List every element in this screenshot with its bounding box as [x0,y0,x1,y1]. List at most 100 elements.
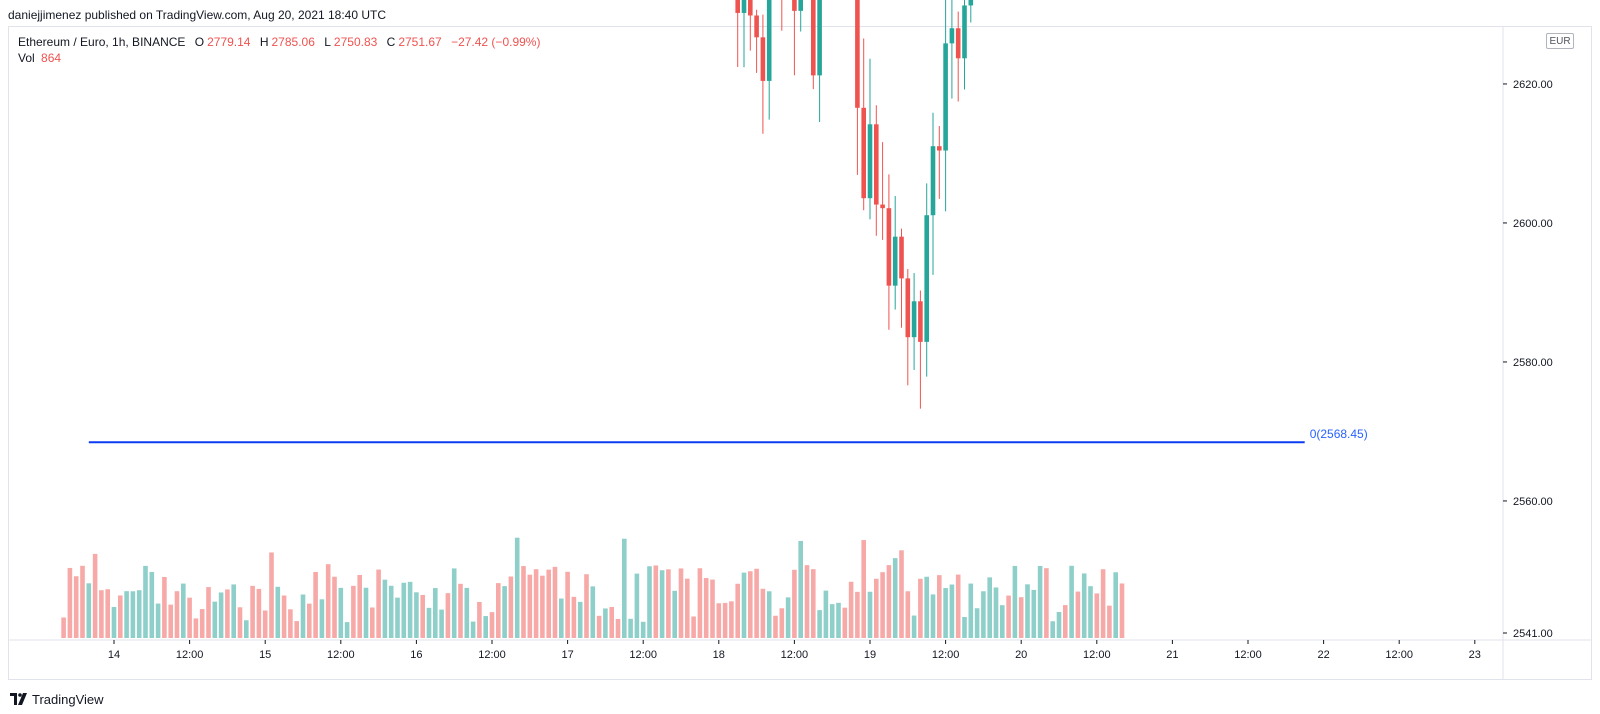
volume-bar [552,566,558,638]
volume-bar [685,578,690,638]
high-value: 2785.06 [271,35,315,49]
volume-bar [193,618,199,638]
currency-button[interactable]: EUR [1546,33,1574,49]
volume-bar [691,616,696,638]
volume-bar [1094,593,1100,638]
volume-bar [855,591,860,638]
volume-bar [300,594,306,638]
volume-bar [420,594,425,638]
change-value: −27.42 (−0.99%) [451,35,541,49]
volume-bar [414,592,419,638]
volume-bar [817,610,822,638]
volume-bar [477,601,482,638]
volume-bar [974,608,980,638]
volume-bar [861,540,866,638]
volume-bar [678,568,684,638]
volume-bar [275,586,281,638]
volume-bar [785,597,791,638]
volume-bar [754,568,759,638]
volume-bar [344,622,350,638]
volume-bar [962,616,967,638]
volume-bar [880,572,885,638]
volume-bar [370,607,375,638]
volume-bar [149,571,155,638]
volume-bar [540,575,545,638]
candle-body [880,204,885,209]
volume-bar [1075,591,1081,638]
brand-name: TradingView [32,691,104,707]
volume-bar [993,587,999,638]
volume-bar [262,610,268,638]
volume-value: 864 [41,51,62,65]
volume-bar [565,571,570,638]
volume-bar [439,609,444,638]
volume-bar [1050,621,1055,638]
y-tick-label: 2560.00 [1513,496,1553,508]
volume-bar [225,589,230,638]
volume-bar [458,583,463,638]
volume-bar [357,574,362,638]
close-value: 2751.67 [398,35,442,49]
tradingview-brand[interactable]: TradingView [10,690,104,708]
volume-bar [136,590,142,638]
volume-bar [256,588,262,638]
volume-label: Vol [18,51,35,65]
volume-bar [489,612,495,638]
candle-body [937,146,942,151]
volume-bar [596,615,602,638]
volume-bar [622,538,627,638]
volume-bar [798,540,803,638]
volume-bar [61,617,66,638]
volume-bar [1081,573,1087,638]
x-tick-label: 16 [410,649,422,661]
volume-bar [401,582,407,638]
volume-bar [892,558,898,638]
volume-bar [836,602,841,638]
close-label: C [386,35,396,49]
volume-bar [1018,597,1024,638]
volume-bar [111,606,117,638]
volume-bar [237,607,243,638]
volume-bar [811,569,816,638]
candle-body [817,0,822,76]
volume-bar [559,598,564,638]
high-label: H [259,35,269,49]
volume-bar [659,570,665,638]
y-tick-label: 2620.00 [1513,79,1553,91]
open-value: 2779.14 [207,35,251,49]
candle-body [735,0,740,13]
volume-bar [918,578,923,638]
x-tick-label: 19 [864,649,876,661]
y-tick-label: 2541.00 [1513,628,1553,640]
volume-bar [792,569,797,638]
candle-body [874,124,879,205]
x-tick-label: 20 [1015,649,1027,661]
volume-bar [508,576,514,638]
x-tick-label: 21 [1166,649,1178,661]
symbol-title[interactable]: Ethereum / Euro, 1h, BINANCE [18,35,186,49]
volume-bar [1119,583,1125,638]
volume-bar [672,590,677,638]
volume-bar [143,565,148,638]
volume-bar [577,601,583,638]
volume-bar [823,590,829,638]
volume-bar [987,577,992,638]
volume-bar [1100,569,1106,638]
volume-bar [521,566,526,638]
x-tick-label: 12:00 [1385,649,1413,661]
volume-bar [118,595,123,638]
volume-bar [647,566,652,638]
volume-bar [124,591,129,638]
candle-body [924,215,929,342]
candle-body [930,146,936,216]
volume-bar [981,591,986,638]
volume-bar [911,615,917,638]
volume-bar [1025,584,1030,638]
volume-bar [848,581,854,638]
candle-body [905,278,911,338]
candle-body [748,0,753,16]
x-tick-label: 12:00 [327,649,355,661]
volume-bar [105,589,110,638]
